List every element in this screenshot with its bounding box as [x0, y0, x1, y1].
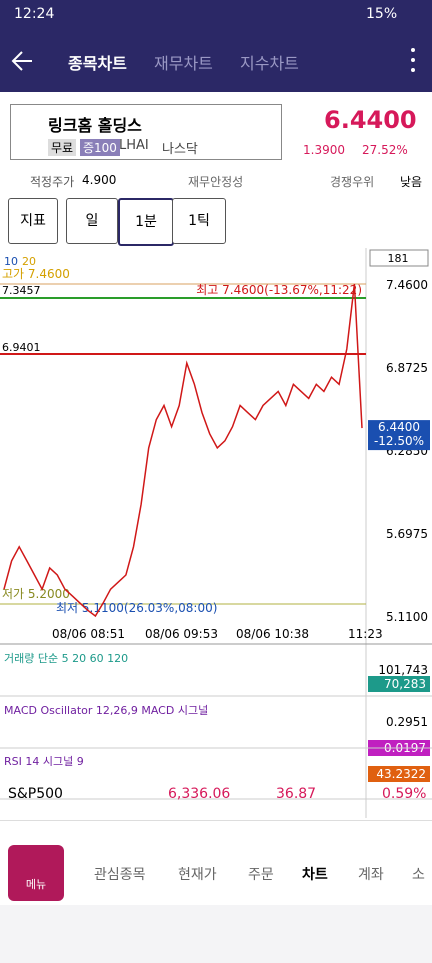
label: 경쟁우위 [330, 175, 375, 189]
count: 181 [388, 252, 409, 265]
panel-value-box [368, 766, 430, 782]
price: 6.4400 [324, 106, 417, 134]
nav-item[interactable]: 차트 [302, 867, 328, 883]
index-value: 6,336.06 [168, 786, 231, 802]
index-pct: 0.59% [382, 786, 427, 802]
back-button[interactable] [10, 48, 36, 74]
button-active[interactable]: 1분 [118, 198, 174, 246]
time-label: 11:23 [348, 627, 383, 641]
time-label: 08/06 09:53 [145, 627, 218, 641]
panel-value: 70,283 [384, 677, 426, 691]
panel-title: RSI 14 시그널 9 [4, 755, 84, 768]
button[interactable]: 지표 [8, 198, 58, 244]
change: 1.3900 [303, 143, 345, 157]
green-line-label: 7.3457 [2, 284, 41, 297]
nav-item[interactable]: 계좌 [358, 867, 384, 883]
tab-active[interactable]: 종목차트 [68, 54, 127, 73]
badge: 무료 [48, 139, 77, 156]
battery: 15% [366, 6, 398, 22]
min-annotation: 최저 5.1100(26.03%,08:00) [56, 601, 217, 615]
tab[interactable]: 재무차트 [154, 54, 213, 73]
stock-search[interactable] [10, 104, 282, 160]
bottom-nav [0, 820, 432, 906]
label: 적정주가 [30, 175, 75, 189]
red-line-label: 6.9401 [2, 341, 41, 354]
tab[interactable]: 지수차트 [240, 54, 299, 73]
low-label: 저가 5.2000 [2, 587, 70, 601]
ma-label: 10 [4, 255, 18, 268]
system-nav [0, 905, 432, 963]
price-label: 7.4600 [386, 278, 428, 292]
index-change: 36.87 [276, 786, 317, 802]
nav-item[interactable]: 관심종목 [94, 867, 146, 883]
panel-title: MACD Oscillator 12,26,9 MACD 시그널 [4, 704, 208, 717]
current-pct: -12.50% [374, 434, 424, 448]
menu-button[interactable]: 메뉴 [8, 845, 64, 901]
exchange: 나스닥 [162, 142, 198, 157]
badge: 증100 [80, 139, 120, 156]
price-label: 5.1100 [386, 610, 428, 624]
stock-name: 링크홈 홀딩스 [48, 116, 142, 135]
ticker: LHAI [119, 138, 149, 153]
nav-item[interactable]: 현재가 [178, 867, 217, 883]
panel-value: 43.2322 [376, 767, 426, 781]
price-line [3, 283, 363, 618]
button[interactable]: 1틱 [172, 198, 226, 244]
price-label: 5.6975 [386, 527, 428, 541]
time-label: 08/06 08:51 [52, 627, 125, 641]
panel-value-box [368, 676, 430, 692]
current-price-box [368, 420, 430, 451]
time-label: 08/06 10:38 [236, 627, 309, 641]
panel-axis: 101,743 [378, 663, 428, 677]
header [0, 30, 432, 92]
change-pct: 27.52% [362, 143, 408, 157]
status-bar [0, 0, 432, 30]
index-name: S&P500 [8, 786, 63, 802]
count-box [369, 249, 429, 267]
max-annotation: 최고 7.4600(-13.67%,11:22) [196, 283, 362, 297]
panel-title: 거래량 단순 5 20 60 120 [4, 652, 128, 665]
current-price: 6.4400 [378, 420, 420, 434]
value: 낮음 [400, 175, 423, 189]
label: 재무안정성 [188, 175, 244, 189]
value: 4.900 [82, 173, 117, 187]
nav-item[interactable]: 주문 [248, 867, 274, 883]
more-menu[interactable] [408, 46, 418, 74]
high-label: 고가 7.4600 [2, 267, 70, 281]
panel-axis: 0.2951 [386, 715, 428, 729]
ma-label: 20 [22, 255, 36, 268]
time: 12:24 [14, 6, 55, 22]
nav-item[interactable]: 소 [412, 867, 425, 883]
price-label: 6.8725 [386, 361, 428, 375]
button[interactable]: 일 [66, 198, 118, 244]
